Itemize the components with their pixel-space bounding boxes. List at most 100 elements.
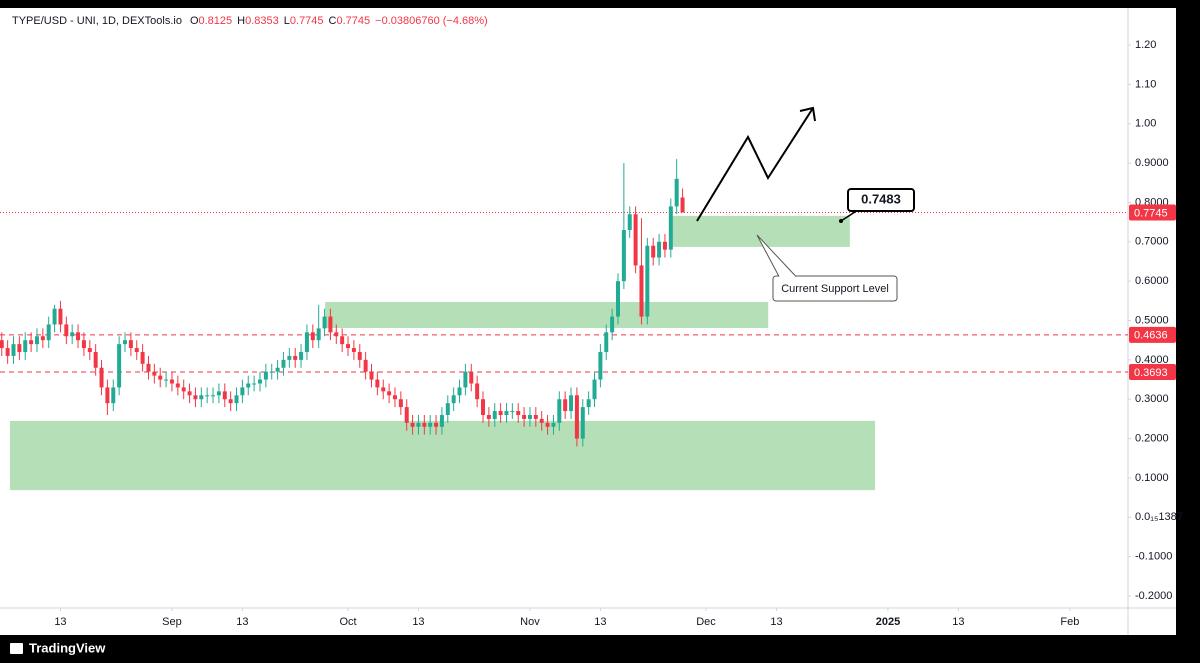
candle-body [604, 332, 609, 353]
candle-body [357, 352, 362, 360]
candle-body [639, 265, 644, 317]
candle-body [246, 383, 251, 388]
candle-body [428, 422, 433, 427]
brand-logo [10, 643, 23, 654]
symbol-title: TYPE/USD - UNI, 1D, DEXTools.io [12, 15, 182, 27]
candle-body [680, 197, 685, 213]
candle-body [610, 316, 615, 333]
price-label: 0.3693 [1134, 367, 1168, 379]
candle-body [269, 371, 274, 373]
candle-body [533, 414, 538, 419]
footer-bar [0, 635, 1200, 663]
x-tick-label: 13 [770, 616, 782, 628]
y-tick-label: 0.9000 [1135, 157, 1169, 169]
ohlc-key: H [237, 15, 245, 27]
candle-body [93, 352, 98, 368]
candle-body [545, 422, 550, 427]
candle-body [181, 387, 186, 392]
candle-body [199, 395, 204, 400]
price-label: 0.7745 [1134, 207, 1168, 219]
candle-body [152, 371, 157, 376]
candle-body [29, 340, 34, 345]
callout-box [772, 275, 898, 302]
candle-body [486, 414, 491, 419]
candle-body [481, 399, 486, 415]
candle-body [422, 422, 427, 427]
price-label: 0.4636 [1134, 330, 1168, 342]
price-label-box [1129, 363, 1176, 380]
candle-body [510, 411, 515, 413]
x-tick-label: 2025 [876, 616, 900, 628]
candle-body [81, 340, 86, 349]
candle-body [498, 411, 503, 415]
target-dot [839, 219, 843, 223]
candle-body [99, 367, 104, 388]
callout-pointer [756, 234, 797, 277]
price-lines [0, 211, 1128, 373]
x-tick-label: Nov [520, 616, 540, 628]
candle-body [275, 367, 280, 372]
y-tick-label: 0.1000 [1135, 472, 1169, 484]
candle-body [563, 399, 568, 412]
candle-body [416, 422, 421, 427]
candle-body [504, 411, 509, 415]
candle-body [281, 359, 286, 368]
candle-body [586, 399, 591, 408]
candle-body [187, 391, 192, 396]
axes: 1.201.101.000.90000.80000.70000.60000.50… [54, 39, 1183, 628]
x-tick-label: Sep [162, 616, 182, 628]
price-label-box [1129, 204, 1176, 221]
y-tick-label: -0.1000 [1135, 551, 1172, 563]
arrow-head [799, 106, 816, 122]
y-tick-label: 1.10 [1135, 78, 1156, 90]
candle-body [516, 411, 521, 415]
callout: Current Support Level [756, 234, 898, 302]
y-tick-label: 0.3000 [1135, 393, 1169, 405]
candle-body [633, 214, 638, 266]
candle-body [392, 395, 397, 400]
y-tick-label: 1.20 [1135, 39, 1156, 51]
candle-body [457, 387, 462, 396]
candle-body [451, 395, 456, 404]
candle-body [369, 371, 374, 380]
candle-body [287, 355, 292, 360]
x-tick-label: Dec [696, 616, 716, 628]
candle-body [310, 332, 315, 341]
candle-body [117, 344, 122, 388]
candle-body [87, 348, 92, 353]
candle-body [222, 391, 227, 400]
candle-body [627, 214, 632, 230]
ohlc-value: 0.7745 [290, 15, 324, 27]
candle-body [574, 395, 579, 439]
candle-body [34, 336, 39, 345]
x-tick-label: 13 [594, 616, 606, 628]
candle-body [351, 348, 356, 353]
candle-body [304, 332, 309, 353]
x-tick-label: 13 [236, 616, 248, 628]
candles [0, 159, 685, 447]
callout-text: Current Support Level [781, 283, 889, 295]
ohlc-value: 0.7745 [337, 15, 371, 27]
candle-body [557, 399, 562, 423]
target-label: 0.7483 [861, 191, 901, 206]
candle-body [211, 395, 216, 397]
ohlc-value: 0.8125 [199, 15, 233, 27]
candle-body [334, 332, 339, 337]
ohlc-key: C [329, 15, 337, 27]
candle-body [134, 348, 139, 353]
candle-body [387, 391, 392, 396]
candle-body [316, 328, 321, 341]
candle-body [123, 340, 128, 345]
candle-body [621, 229, 626, 282]
candle-body [398, 399, 403, 408]
candle-body [527, 414, 532, 419]
candle-body [569, 395, 574, 412]
candle-body [70, 332, 75, 337]
candle-body [5, 348, 10, 356]
x-tick-label: 13 [412, 616, 424, 628]
candle-body [662, 241, 667, 250]
candle-body [46, 324, 51, 341]
candle-body [463, 371, 468, 388]
